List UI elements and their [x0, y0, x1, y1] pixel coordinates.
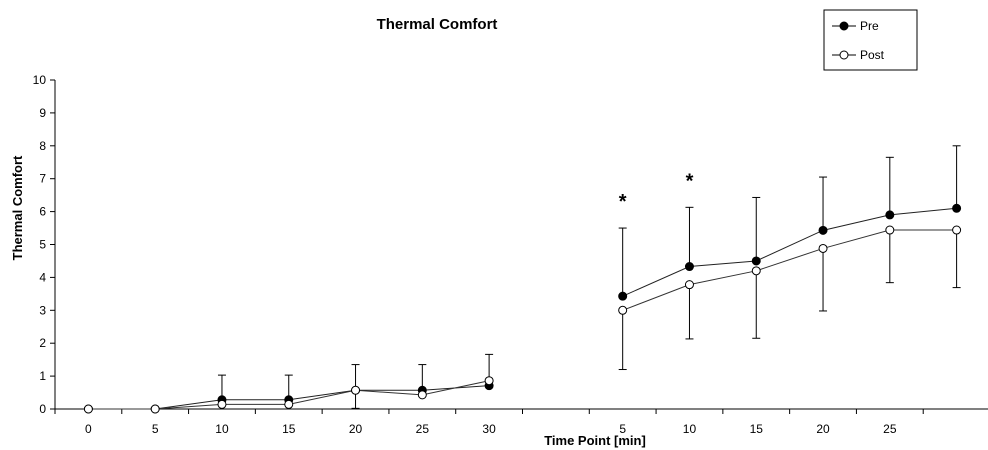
chart-title: Thermal Comfort [377, 16, 498, 33]
legend-box [823, 9, 918, 71]
legend: Pre Post [823, 9, 918, 71]
series-line-post [622, 229, 957, 311]
series-line-pre [622, 207, 957, 297]
data-point-post [83, 404, 93, 414]
y-axis-label: Thermal Comfort [10, 155, 25, 260]
legend-marker-pre [839, 21, 849, 31]
x-tick-label: 20 [349, 422, 363, 436]
data-point-post [952, 225, 962, 235]
data-point-post [618, 305, 628, 315]
x-tick-label: 30 [482, 422, 496, 436]
y-tick-label: 8 [39, 139, 46, 153]
significance-marker: * [619, 191, 627, 213]
data-point-pre [618, 291, 628, 301]
x-tick-label: 20 [816, 422, 830, 436]
data-point-pre [751, 256, 761, 266]
y-tick-label: 10 [33, 73, 47, 87]
plot-area: ** [83, 145, 962, 414]
y-tick-label: 4 [39, 270, 46, 284]
x-tick-label: 5 [619, 422, 626, 436]
y-tick-label: 3 [39, 303, 46, 317]
legend-marker-post [839, 50, 849, 60]
x-tick-label: 10 [215, 422, 229, 436]
axes: 0 1 2 3 4 5 6 7 8 9 10 0 5 10 15 20 25 30 5 10 15 20 25 [33, 73, 988, 436]
data-point-post [818, 243, 828, 253]
x-tick-label: 5 [152, 422, 159, 436]
y-tick-label: 9 [39, 106, 46, 120]
y-tick-label: 6 [39, 205, 46, 219]
data-point-post [484, 376, 494, 386]
significance-marker: * [686, 170, 694, 192]
x-tick-label: 25 [883, 422, 897, 436]
data-point-post [751, 266, 761, 276]
data-point-pre [885, 210, 895, 220]
x-tick-label: 10 [683, 422, 697, 436]
data-point-post [351, 385, 361, 395]
data-point-post [150, 404, 160, 414]
data-point-pre [818, 225, 828, 235]
x-tick-label: 15 [282, 422, 296, 436]
data-point-post [885, 225, 895, 235]
data-point-post [284, 399, 294, 409]
x-tick-label: 15 [750, 422, 764, 436]
data-point-pre [684, 262, 694, 272]
data-point-post [684, 280, 694, 290]
x-tick-label: 25 [416, 422, 430, 436]
data-point-post [217, 399, 227, 409]
y-tick-label: 5 [39, 238, 46, 252]
y-tick-label: 2 [39, 336, 46, 350]
legend-label-pre: Pre [860, 19, 879, 33]
legend-label-post: Post [860, 48, 885, 62]
data-point-pre [952, 203, 962, 213]
y-tick-label: 0 [39, 402, 46, 416]
x-axis-label: Time Point [min] [544, 433, 646, 448]
x-tick-label: 0 [85, 422, 92, 436]
data-point-post [417, 390, 427, 400]
y-tick-label: 1 [39, 369, 46, 383]
y-tick-label: 7 [39, 172, 46, 186]
